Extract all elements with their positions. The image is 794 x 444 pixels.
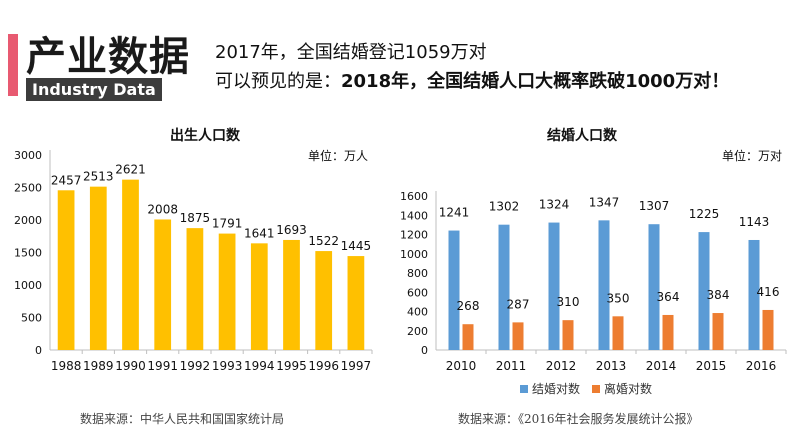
- chart-2-data-label: 287: [507, 297, 530, 311]
- chart-2-unit-label: 单位：万对: [722, 148, 782, 163]
- chart-2-y-tick-label: 0: [421, 344, 428, 357]
- chart-2-x-tick-label: 2010: [446, 359, 477, 373]
- chart-2-x-tick-label: 2016: [746, 359, 777, 373]
- chart-2-title: 结婚人口数: [547, 127, 618, 144]
- chart-1-unit-label: 单位：万人: [308, 148, 368, 163]
- chart-1-data-label: 2457: [51, 173, 82, 187]
- chart-2-data-label: 1307: [639, 199, 670, 213]
- chart-2-bar: [512, 322, 524, 350]
- chart-2-x-tick-label: 2013: [596, 359, 627, 373]
- chart-2-bar: [648, 224, 660, 350]
- chart-2-bar: [748, 239, 760, 350]
- headline-line-2-bold: 2018年，全国结婚人口大概率跌破1000万对！: [341, 71, 730, 92]
- headline-line-2-prefix: 可以预见的是：: [215, 71, 341, 92]
- chart-1-x-tick-label: 1991: [147, 359, 178, 373]
- source-right: 数据来源：《2016年社会服务发展统计公报》: [458, 412, 699, 426]
- chart-2-y-tick-label: 1400: [400, 209, 428, 222]
- chart-1-data-label: 1693: [276, 223, 307, 237]
- section-title: 产业数据: [26, 34, 190, 80]
- chart-1-data-label: 2621: [115, 163, 146, 177]
- chart-1-data-label: 1641: [244, 226, 275, 240]
- chart-1-bar: [347, 256, 365, 350]
- chart-2-legend-swatch: [520, 385, 528, 393]
- chart-2-y-tick-label: 200: [407, 325, 428, 338]
- chart-2-data-label: 1347: [589, 195, 620, 209]
- chart-1-y-tick-label: 500: [21, 312, 42, 325]
- chart-1-y-tick-label: 0: [35, 344, 42, 357]
- chart-1-x-tick-label: 1996: [308, 359, 339, 373]
- chart-2-y-tick-label: 800: [407, 267, 428, 280]
- chart-2-data-label: 268: [457, 299, 480, 313]
- chart-1-x-tick-label: 1994: [244, 359, 275, 373]
- chart-1-bar: [154, 219, 172, 350]
- chart-2-data-label: 1241: [439, 206, 470, 220]
- chart-2-y-tick-label: 600: [407, 286, 428, 299]
- chart-1-y-tick-label: 2000: [14, 214, 42, 227]
- chart-2-y-tick-label: 1000: [400, 248, 428, 261]
- chart-2-data-label: 364: [657, 290, 680, 304]
- source-left: 数据来源：中华人民共和国国家统计局: [80, 412, 285, 426]
- chart-2-legend-label: 结婚对数: [532, 381, 580, 396]
- chart-1-data-label: 2513: [83, 170, 114, 184]
- chart-2-data-label: 350: [607, 291, 630, 305]
- chart-2-x-tick-label: 2015: [696, 359, 727, 373]
- chart-1-bar: [89, 186, 107, 350]
- chart-1-y-tick-label: 1000: [14, 279, 42, 292]
- chart-1-x-tick-label: 1989: [83, 359, 114, 373]
- chart-2-legend-label: 离婚对数: [604, 381, 652, 396]
- chart-1-bar: [186, 228, 204, 350]
- chart-2-bar: [698, 232, 710, 350]
- chart-1-data-label: 1791: [212, 217, 243, 231]
- section-subtitle: Industry Data: [26, 78, 162, 101]
- chart-2-bar: [498, 224, 510, 350]
- chart-2-data-label: 310: [557, 295, 580, 309]
- chart-2-data-label: 1143: [739, 215, 770, 229]
- chart-2-bar: [598, 220, 610, 350]
- chart-2-y-tick-label: 400: [407, 306, 428, 319]
- chart-2-x-tick-label: 2011: [496, 359, 527, 373]
- chart-2-data-label: 416: [757, 285, 780, 299]
- chart-2-data-label: 1324: [539, 198, 570, 212]
- chart-2-bar: [712, 313, 724, 350]
- chart-1-bar: [218, 233, 236, 350]
- chart-1-bar: [122, 179, 139, 350]
- chart-1-y-tick-label: 2500: [14, 182, 42, 195]
- chart-1-data-label: 1875: [180, 211, 211, 225]
- chart-2-data-label: 1302: [489, 200, 520, 214]
- chart-2-bar: [548, 222, 560, 350]
- headline-line-2: 可以预见的是：2018年，全国结婚人口大概率跌破1000万对！: [215, 67, 729, 93]
- header-accent-bar: [8, 34, 18, 96]
- chart-2-bar: [762, 309, 774, 350]
- chart-2-x-tick-label: 2014: [646, 359, 677, 373]
- chart-1-title: 出生人口数: [170, 127, 241, 144]
- chart-1-bar: [57, 190, 75, 350]
- chart-1-x-tick-label: 1995: [276, 359, 307, 373]
- chart-1-data-label: 1445: [341, 239, 372, 253]
- chart-2-y-tick-label: 1200: [400, 229, 428, 242]
- chart-1-data-label: 1522: [308, 234, 339, 248]
- chart-2-y-tick-label: 1600: [400, 190, 428, 203]
- chart-2-bar: [562, 320, 574, 350]
- chart-2-bar: [448, 230, 460, 350]
- chart-1-bar: [250, 243, 268, 350]
- chart-2-data-label: 384: [707, 288, 730, 302]
- chart-1-y-tick-label: 3000: [14, 149, 42, 162]
- chart-1-x-tick-label: 1997: [341, 359, 372, 373]
- chart-2-x-tick-label: 2012: [546, 359, 577, 373]
- chart-2-data-label: 1225: [689, 207, 720, 221]
- chart-2-legend-swatch: [592, 385, 600, 393]
- headline-line-1: 2017年，全国结婚登记1059万对: [215, 42, 487, 63]
- chart-1-bar: [283, 239, 300, 350]
- chart-1-x-tick-label: 1993: [212, 359, 243, 373]
- chart-2-bar: [462, 324, 474, 350]
- chart-1-y-tick-label: 1500: [14, 247, 42, 260]
- chart-1-data-label: 2008: [147, 202, 178, 216]
- chart-1-x-tick-label: 1992: [180, 359, 211, 373]
- chart-1-bar: [315, 251, 333, 350]
- chart-1-x-tick-label: 1988: [51, 359, 82, 373]
- chart-2-bar: [662, 314, 674, 350]
- chart-1-x-tick-label: 1990: [115, 359, 146, 373]
- chart-2-bar: [612, 316, 624, 350]
